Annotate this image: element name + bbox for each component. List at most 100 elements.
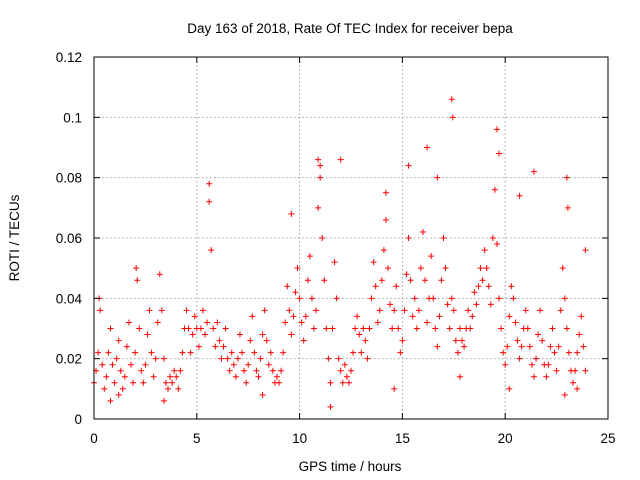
data-point [115,391,122,398]
data-point [565,349,572,356]
data-point [257,355,264,362]
data-point [454,349,461,356]
data-point [413,325,420,332]
data-point [557,307,564,314]
data-point [479,277,486,284]
data-point [152,355,159,362]
data-point [286,307,293,314]
data-point [142,361,149,368]
data-point [530,373,537,380]
data-point [385,265,392,272]
data-point [574,385,581,392]
data-point [253,367,260,374]
data-point [506,313,513,320]
data-point [493,241,500,248]
data-point [403,271,410,278]
data-point [362,337,369,344]
data-point [117,367,124,374]
data-point [422,277,429,284]
data-point [298,319,305,326]
data-point [208,247,215,254]
data-point [111,379,118,386]
data-point [436,313,443,320]
data-point [343,373,350,380]
data-point [487,301,494,308]
data-point [304,277,311,284]
y-tick-label: 0.12 [56,50,82,65]
data-point [352,325,359,332]
data-point [438,277,445,284]
data-point [578,313,585,320]
data-point [564,204,571,211]
data-point [417,265,424,272]
data-point [506,385,513,392]
data-point [576,331,583,338]
data-point [370,259,377,266]
data-point [204,319,211,326]
y-axis-label: ROTI / TECUs [7,194,22,281]
data-point [489,235,496,241]
data-point [539,337,546,344]
data-point [528,361,535,368]
data-point [156,271,163,278]
data-point [239,349,246,356]
data-point [391,307,398,314]
data-point [321,277,328,284]
data-point [434,174,441,181]
data-point [387,301,394,308]
data-point [315,156,322,163]
data-point [103,373,110,380]
data-point [563,325,570,332]
data-point [294,265,301,272]
data-point [222,325,229,332]
data-point [456,325,463,332]
data-point [393,283,400,290]
data-point [121,373,128,380]
data-point [317,174,324,181]
data-point [364,355,371,362]
data-point [572,367,579,374]
data-point [206,198,213,205]
data-point [212,343,219,350]
data-point [545,361,552,368]
y-tick-label: 0.1 [63,110,82,125]
data-point [136,325,143,332]
data-point [179,349,186,356]
data-point [382,189,389,196]
data-point [335,355,342,362]
data-point [376,307,383,314]
data-point [411,295,418,302]
data-point [197,325,204,332]
data-point [459,337,466,344]
data-point [508,283,515,290]
data-point [449,114,456,121]
data-point [119,385,126,392]
data-point [430,295,437,302]
data-point [461,343,468,350]
data-point [230,361,237,368]
data-point [158,307,165,314]
data-point [138,367,145,374]
data-point [280,349,287,356]
data-point [160,397,167,404]
data-point [107,325,114,332]
data-point [424,144,431,151]
data-point [128,361,135,368]
data-point [323,325,330,332]
data-point [389,325,396,332]
data-point [162,379,169,386]
data-point [524,325,531,332]
data-point [259,331,266,338]
data-point [543,373,550,380]
data-point [405,162,412,169]
data-point [551,349,558,356]
data-point [440,235,447,241]
data-point [140,379,147,386]
data-point [169,379,176,386]
data-point [339,379,346,386]
data-point [547,343,554,350]
data-point [282,319,289,326]
data-point [477,265,484,272]
data-point [465,307,472,314]
data-point [265,361,272,368]
